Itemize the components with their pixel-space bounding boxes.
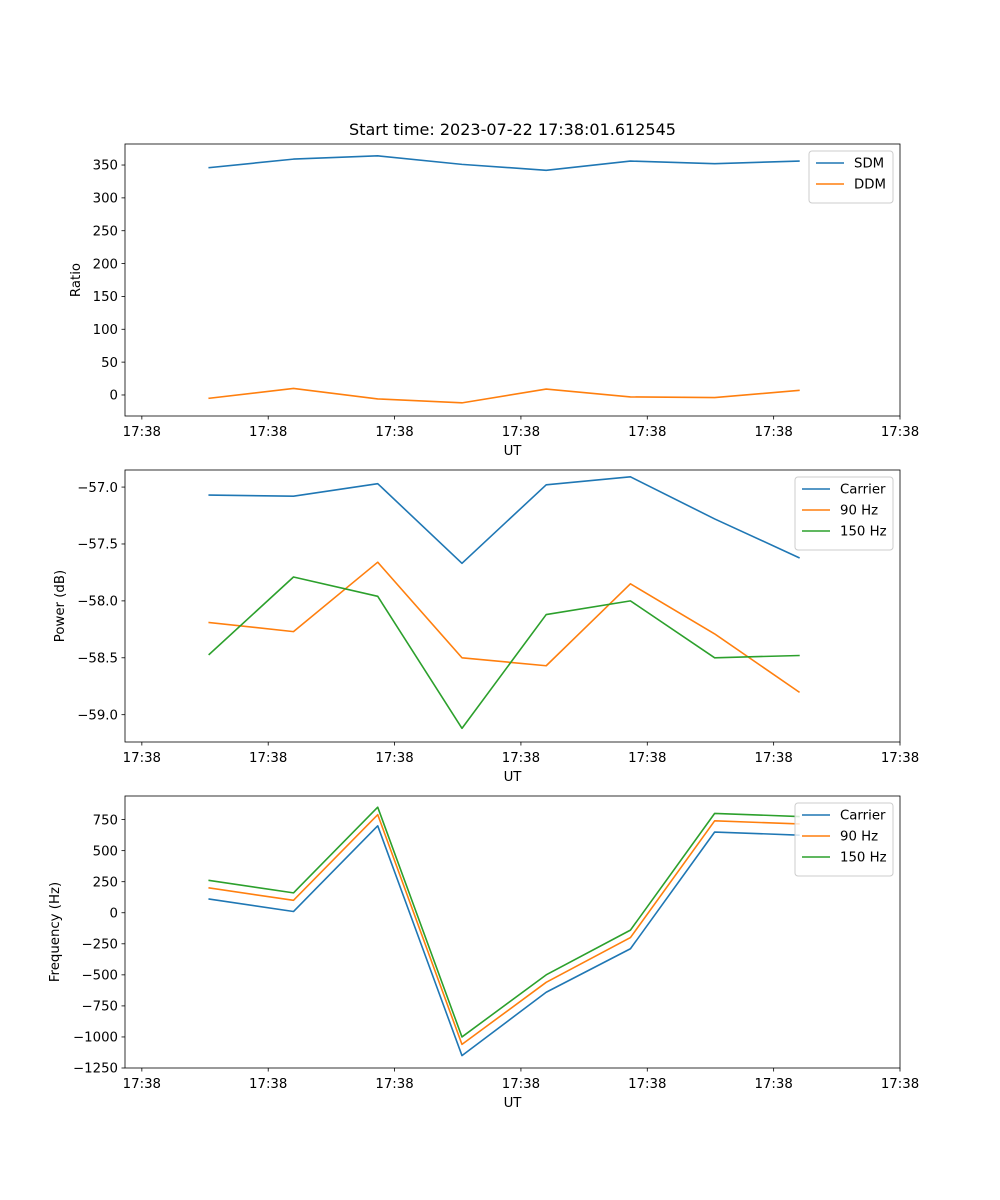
plot-area [124, 469, 901, 743]
y-axis-label: Power (dB) [53, 570, 68, 642]
y-tick-label: 300 [93, 192, 118, 207]
legend-label: SDM [854, 157, 884, 172]
chart-panel-3: −1250 −1000 −750 −500 −250 0 250 500 750 17:38 17:… [48, 795, 919, 1111]
chart-panel-2: −59.0 −58.5 −58.0 −57.5 −57.0 17:38 17:38 17:38… [53, 469, 919, 785]
y-tick-label: −500 [81, 969, 118, 984]
series-line-90-hz [208, 813, 800, 1046]
x-tick-label: 17:38 [502, 751, 540, 766]
plot-area [124, 143, 901, 417]
y-tick-label: 0 [110, 906, 118, 921]
x-tick-label: 17:38 [628, 425, 666, 440]
x-tick-label: 17:38 [375, 751, 413, 766]
y-tick-label: 250 [93, 875, 118, 890]
series-line-150-hz [208, 576, 800, 730]
x-tick-label: 17:38 [628, 1077, 666, 1092]
y-axis-label: Frequency (Hz) [48, 882, 63, 982]
y-tick-label: −250 [81, 937, 118, 952]
x-tick-label: 17:38 [375, 425, 413, 440]
series-line-carrier [208, 476, 800, 565]
y-tick-label: −750 [81, 1000, 118, 1015]
series-line-90-hz [208, 561, 801, 694]
x-tick-label: 17:38 [881, 751, 919, 766]
series-line-ddm [208, 387, 800, 404]
y-tick-label: 500 [93, 844, 118, 859]
y-tick-label: 250 [93, 224, 118, 239]
y-tick-label: −59.0 [77, 708, 118, 723]
x-tick-label: 17:38 [754, 1077, 792, 1092]
y-tick-label: −1250 [73, 1062, 118, 1077]
legend-label: Carrier [840, 483, 886, 498]
x-tick-label: 17:38 [881, 425, 919, 440]
legend-label: DDM [854, 178, 886, 193]
y-tick-label: −57.0 [77, 481, 118, 496]
legend: SDM DDM [808, 150, 894, 204]
y-tick-label: 750 [93, 813, 118, 828]
y-tick-label: 150 [93, 290, 118, 305]
y-tick-label: −57.5 [77, 538, 118, 553]
legend: Carrier 90 Hz 150 Hz [794, 476, 894, 551]
y-tick-label: −58.0 [77, 595, 118, 610]
legend-label: 90 Hz [840, 830, 878, 845]
x-tick-label: 17:38 [881, 1077, 919, 1092]
legend-label: 150 Hz [840, 851, 887, 866]
plot-area [124, 795, 901, 1069]
series-line-sdm [208, 155, 800, 172]
y-tick-label: −1000 [73, 1031, 118, 1046]
y-tick-label: 350 [93, 159, 118, 174]
x-tick-label: 17:38 [123, 751, 161, 766]
y-tick-label: 50 [101, 356, 118, 371]
x-axis-label: UT [504, 444, 523, 459]
x-tick-label: 17:38 [123, 1077, 161, 1092]
x-tick-label: 17:38 [249, 1077, 287, 1092]
chart-panel-1: Start time: 2023-07-22 17:38:01.612545 0 5… [69, 120, 919, 459]
y-tick-label: 100 [93, 323, 118, 338]
panels: Start time: 2023-07-22 17:38:01.612545 0 5… [48, 120, 919, 1111]
y-tick-label: 200 [93, 257, 118, 272]
y-tick-label: −58.5 [77, 651, 118, 666]
chart-title: Start time: 2023-07-22 17:38:01.612545 [349, 120, 676, 139]
y-axis-label: Ratio [69, 263, 84, 297]
x-tick-label: 17:38 [628, 751, 666, 766]
legend-box [808, 150, 894, 204]
y-tick-label: 0 [110, 389, 118, 404]
x-tick-label: 17:38 [123, 425, 161, 440]
x-tick-label: 17:38 [375, 1077, 413, 1092]
x-tick-label: 17:38 [249, 751, 287, 766]
legend: Carrier 90 Hz 150 Hz [794, 802, 894, 877]
x-tick-label: 17:38 [502, 425, 540, 440]
x-tick-label: 17:38 [754, 425, 792, 440]
legend-label: 150 Hz [840, 525, 887, 540]
x-tick-label: 17:38 [754, 751, 792, 766]
legend-label: 90 Hz [840, 504, 878, 519]
x-tick-label: 17:38 [502, 1077, 540, 1092]
legend-label: Carrier [840, 809, 886, 824]
x-tick-label: 17:38 [249, 425, 287, 440]
x-axis-label: UT [504, 770, 523, 785]
series-line-150-hz [208, 806, 800, 1038]
x-axis-label: UT [504, 1096, 523, 1111]
series-line-carrier [208, 825, 800, 1057]
